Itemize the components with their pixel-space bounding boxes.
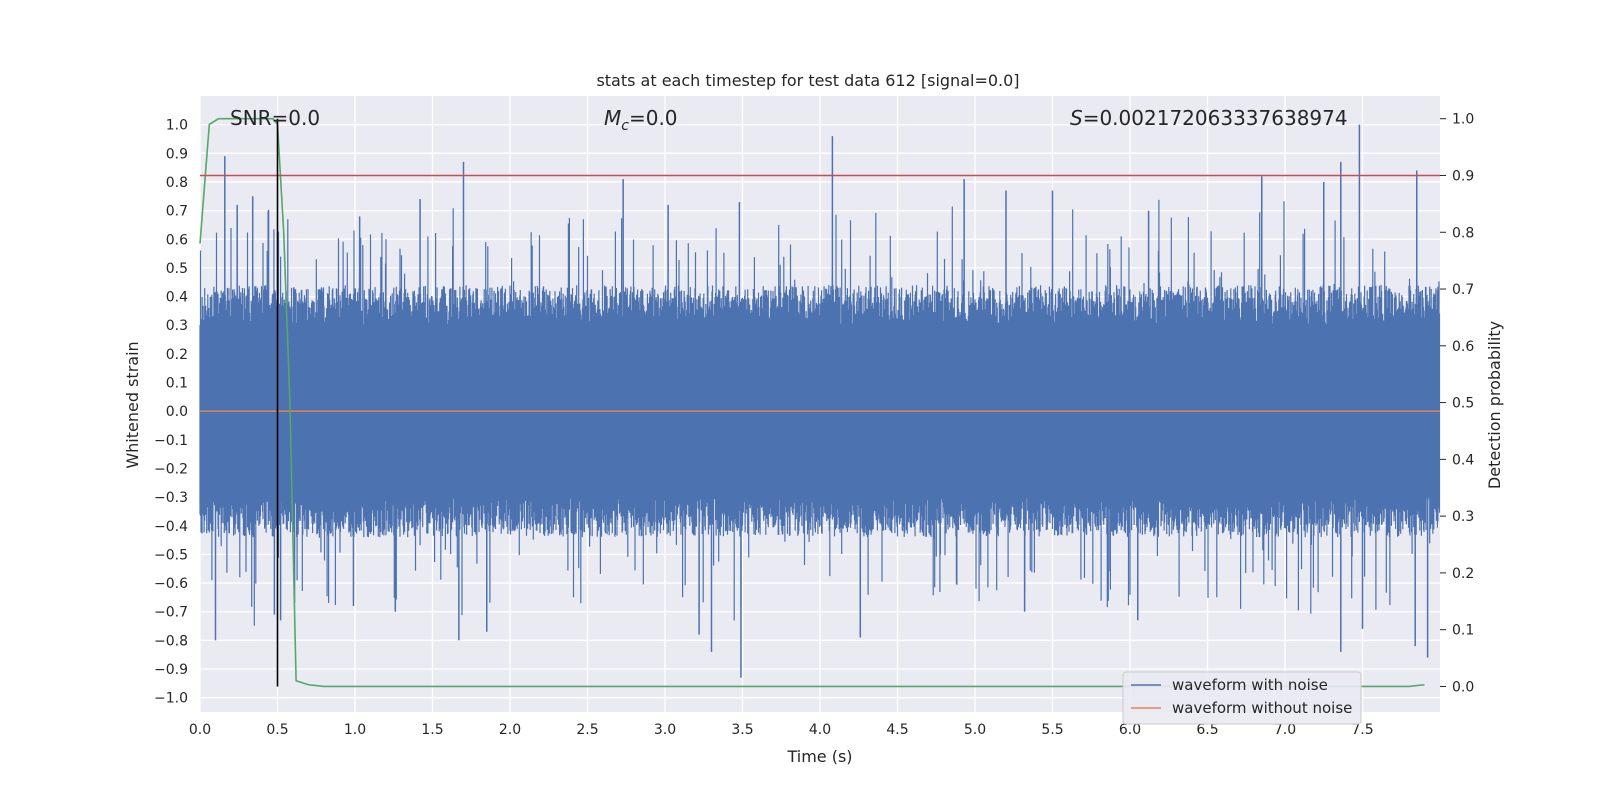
right-tick-label: 0.9 <box>1452 168 1474 184</box>
snr-annotation: SNR=0.0 <box>230 106 320 130</box>
x-tick-label: 4.5 <box>886 722 908 738</box>
s-value: =0.002172063337638974 <box>1083 106 1348 130</box>
left-tick-label: −1.0 <box>154 691 188 707</box>
legend-label-clean: waveform without noise <box>1172 699 1352 717</box>
x-tick-label: 1.5 <box>421 722 443 738</box>
left-tick-label: −0.6 <box>154 576 188 592</box>
s-annotation: S=0.002172063337638974 <box>1070 106 1348 130</box>
mc-value: =0.0 <box>629 106 678 130</box>
x-tick-label: 6.0 <box>1119 722 1141 738</box>
left-tick-label: 0.5 <box>166 261 188 277</box>
left-tick-label: 0.3 <box>166 318 188 334</box>
left-tick-label: 0.7 <box>166 204 188 220</box>
right-tick-label: 1.0 <box>1452 112 1474 128</box>
x-tick-label: 7.0 <box>1274 722 1296 738</box>
left-tick-label: 0.8 <box>166 175 188 191</box>
left-tick-label: −0.7 <box>154 605 188 621</box>
legend: waveform with noise waveform without noi… <box>1122 671 1362 725</box>
x-tick-label: 1.0 <box>344 722 366 738</box>
chart-title: stats at each timestep for test data 612… <box>596 71 1019 90</box>
mc-subscript: c <box>621 118 629 134</box>
x-tick-label: 0.5 <box>266 722 288 738</box>
left-tick-label: −0.2 <box>154 461 188 477</box>
left-ticks: −1.0 −0.9 −0.8 −0.7 −0.6 −0.5 −0.4 −0.3 −0.2 −0.1… <box>154 118 188 707</box>
probability-series <box>199 117 1425 688</box>
x-tick-label: 7.5 <box>1351 722 1373 738</box>
left-tick-label: 0.9 <box>166 146 188 162</box>
x-ticks: 0.0 0.5 1.0 1.5 2.0 2.5 3.0 3.5 4.0 4.5 5.0 5.5 6.0 6… <box>189 722 1374 738</box>
x-tick-label: 5.5 <box>1041 722 1063 738</box>
x-tick-label: 2.5 <box>576 722 598 738</box>
left-tick-label: −0.8 <box>154 633 188 649</box>
left-tick-label: 1.0 <box>166 118 188 134</box>
x-tick-label: 3.5 <box>731 722 753 738</box>
right-tick-label: 0.1 <box>1452 623 1474 639</box>
right-tick-label: 0.8 <box>1452 225 1474 241</box>
s-symbol: S <box>1070 106 1083 130</box>
left-tick-label: 0.1 <box>166 376 188 392</box>
legend-label-noise: waveform with noise <box>1172 676 1328 694</box>
x-tick-label: 3.0 <box>654 722 676 738</box>
right-tick-label: 0.7 <box>1452 282 1474 298</box>
x-tick-label: 2.0 <box>499 722 521 738</box>
mc-symbol: M <box>604 106 621 130</box>
noise-series <box>199 124 1441 678</box>
y-axis-label-right: Detection probability <box>1485 321 1504 489</box>
y-axis-label-left: Whitened strain <box>123 341 142 468</box>
legend-box <box>1122 671 1362 725</box>
x-tick-label: 0.0 <box>189 722 211 738</box>
left-tick-label: 0.4 <box>166 290 188 306</box>
left-tick-label: −0.3 <box>154 490 188 506</box>
left-tick-label: 0.0 <box>166 404 188 420</box>
left-tick-label: 0.2 <box>166 347 188 363</box>
right-tick-label: 0.3 <box>1452 509 1474 525</box>
left-tick-label: −0.4 <box>154 519 188 535</box>
probability-trace <box>199 117 1425 688</box>
left-tick-label: −0.1 <box>154 433 188 449</box>
right-tick-label: 0.4 <box>1452 452 1474 468</box>
x-tick-label: 4.0 <box>809 722 831 738</box>
x-tick-label: 5.0 <box>964 722 986 738</box>
x-tick-label: 6.5 <box>1196 722 1218 738</box>
left-tick-label: 0.6 <box>166 232 188 248</box>
left-tick-label: −0.9 <box>154 662 188 678</box>
right-tick-label: 0.2 <box>1452 566 1474 582</box>
left-tick-label: −0.5 <box>154 547 188 563</box>
mc-annotation: Mc=0.0 <box>604 106 678 134</box>
x-axis-label: Time (s) <box>786 747 852 766</box>
right-ticks: 0.0 0.1 0.2 0.3 0.4 0.5 0.6 0.7 0.8 0.9 1.0 <box>1440 112 1474 695</box>
right-tick-label: 0.6 <box>1452 339 1474 355</box>
right-tick-label: 0.5 <box>1452 396 1474 412</box>
right-tick-label: 0.0 <box>1452 679 1474 695</box>
